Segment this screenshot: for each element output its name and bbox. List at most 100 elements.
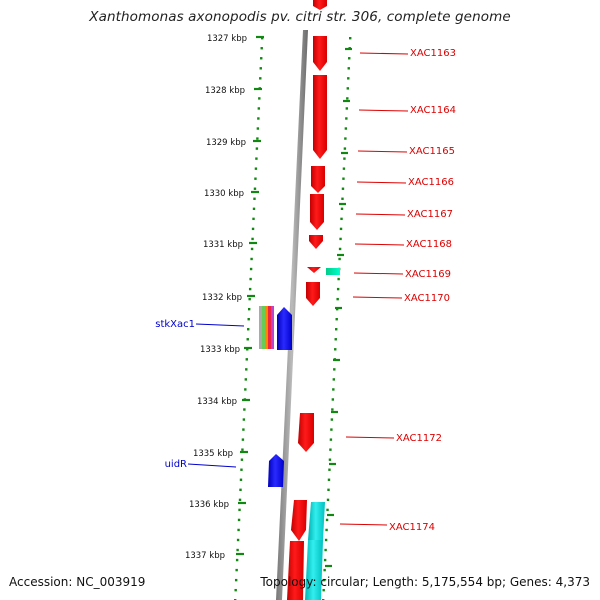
gene-label-xac1169[interactable]: XAC1169 <box>405 269 451 280</box>
track-dot <box>335 328 338 331</box>
track-dot <box>244 388 247 391</box>
track-dot <box>324 538 328 542</box>
track-dot <box>330 418 334 421</box>
map-title: Xanthomonas axonopodis pv. citri str. 30… <box>89 9 511 25</box>
gene-label-xac1174[interactable]: XAC1174 <box>389 522 435 533</box>
gene-cyan-1[interactable] <box>308 502 325 540</box>
track-dot <box>325 518 329 522</box>
gene-xac1169a[interactable] <box>307 267 321 273</box>
track-dot <box>237 518 241 522</box>
gene-stkxac1-bar-5[interactable] <box>271 306 274 349</box>
track-dot <box>259 67 262 70</box>
gene-label-xac1164[interactable]: XAC1164 <box>410 105 456 116</box>
track-dot <box>247 307 251 311</box>
track-dot <box>246 348 249 351</box>
gene-stkxac1-bar-4[interactable] <box>268 306 271 349</box>
track-dot <box>346 97 349 100</box>
gene-stkxac1-bar-2[interactable] <box>262 306 265 349</box>
track-dot <box>342 167 346 170</box>
gene-xac1163[interactable] <box>313 36 327 71</box>
gene-xac1164[interactable] <box>313 75 327 159</box>
track-dot <box>235 558 239 562</box>
track-dot <box>236 538 240 542</box>
track-dot <box>237 528 240 532</box>
track-dot <box>327 488 330 492</box>
gene-label-stkxac1[interactable]: stkXac1 <box>155 319 195 330</box>
track-dot <box>346 87 349 90</box>
gene-label-xac1165[interactable]: XAC1165 <box>409 146 455 157</box>
track-dot <box>332 388 335 391</box>
gene-label-xac1170[interactable]: XAC1170 <box>404 293 450 304</box>
gene-label-xac1163[interactable]: XAC1163 <box>410 48 456 59</box>
ruler-label: 1335 kbp <box>193 449 233 459</box>
track-dot <box>249 277 252 281</box>
track-dot <box>333 368 336 371</box>
track-dot <box>234 578 238 582</box>
gene-xac1174[interactable] <box>291 500 307 541</box>
label-leader <box>187 463 237 468</box>
track-dot <box>259 77 262 80</box>
gene-uidr[interactable] <box>268 454 284 487</box>
label-leader <box>356 181 407 184</box>
gene-stkxac1-bar-1[interactable] <box>259 306 262 349</box>
track-dot <box>336 297 339 301</box>
track-dot <box>328 458 332 461</box>
gene-label-xac1172[interactable]: XAC1172 <box>396 433 442 444</box>
track-dot <box>345 107 349 110</box>
gene-xac1167[interactable] <box>310 194 324 230</box>
gene-labels: XAC1163 XAC1164 XAC1165 XAC1166 XAC1167 … <box>155 48 456 533</box>
track-dot <box>330 428 333 431</box>
track-dot <box>258 97 261 100</box>
track-dot <box>257 117 260 120</box>
ruler-label: 1327 kbp <box>207 34 247 44</box>
track-dot <box>331 398 335 401</box>
track-dot <box>347 67 350 70</box>
track-dot <box>245 368 248 371</box>
track-dot <box>241 448 244 451</box>
gene-xac1172[interactable] <box>298 413 314 452</box>
ruler-label: 1331 kbp <box>203 240 243 250</box>
track-dot <box>251 237 254 241</box>
gene-label-uidr[interactable]: uidR <box>165 459 187 470</box>
gene-cyan-2[interactable] <box>305 540 323 600</box>
track-dot <box>345 117 348 120</box>
gene-xac1166[interactable] <box>311 166 325 193</box>
track-dot <box>341 187 345 190</box>
gene-top-partial[interactable] <box>313 0 327 10</box>
track-dot <box>349 37 352 40</box>
gene-xac1175[interactable] <box>287 541 304 600</box>
ruler-label: 1337 kbp <box>185 551 225 561</box>
gene-label-xac1168[interactable]: XAC1168 <box>406 239 452 250</box>
topology-text: Topology: circular; Length: 5,175,554 bp… <box>260 575 590 589</box>
track-dot <box>340 207 344 211</box>
gene-label-xac1166[interactable]: XAC1166 <box>408 177 454 188</box>
gene-xac1169b[interactable] <box>326 268 340 275</box>
reverse-genes <box>259 306 292 487</box>
track-dot <box>344 127 348 130</box>
track-dot <box>254 167 258 170</box>
gene-stkxac1-bar-3[interactable] <box>265 306 268 349</box>
gene-xac1170[interactable] <box>306 282 320 306</box>
track-dot <box>250 257 253 261</box>
track-dot <box>260 57 263 60</box>
track-dot <box>256 137 259 140</box>
gene-xac1168[interactable] <box>309 235 323 249</box>
track-dot <box>341 197 344 200</box>
gene-label-xac1167[interactable]: XAC1167 <box>407 209 453 220</box>
track-dot <box>248 287 252 291</box>
track-dot <box>251 227 255 231</box>
track-dot <box>235 568 238 572</box>
ruler-label: 1332 kbp <box>202 293 242 303</box>
track-dot <box>252 217 255 221</box>
track-dot <box>347 77 350 80</box>
gene-label-leaders <box>187 52 409 526</box>
ruler-label: 1336 kbp <box>189 500 229 510</box>
gene-stkxac1[interactable] <box>277 307 292 350</box>
label-leader <box>339 523 388 526</box>
track-dot <box>329 438 333 441</box>
track-dot <box>338 257 341 261</box>
track-dot <box>261 37 264 40</box>
track-dot <box>253 187 257 190</box>
label-leader <box>358 109 409 112</box>
